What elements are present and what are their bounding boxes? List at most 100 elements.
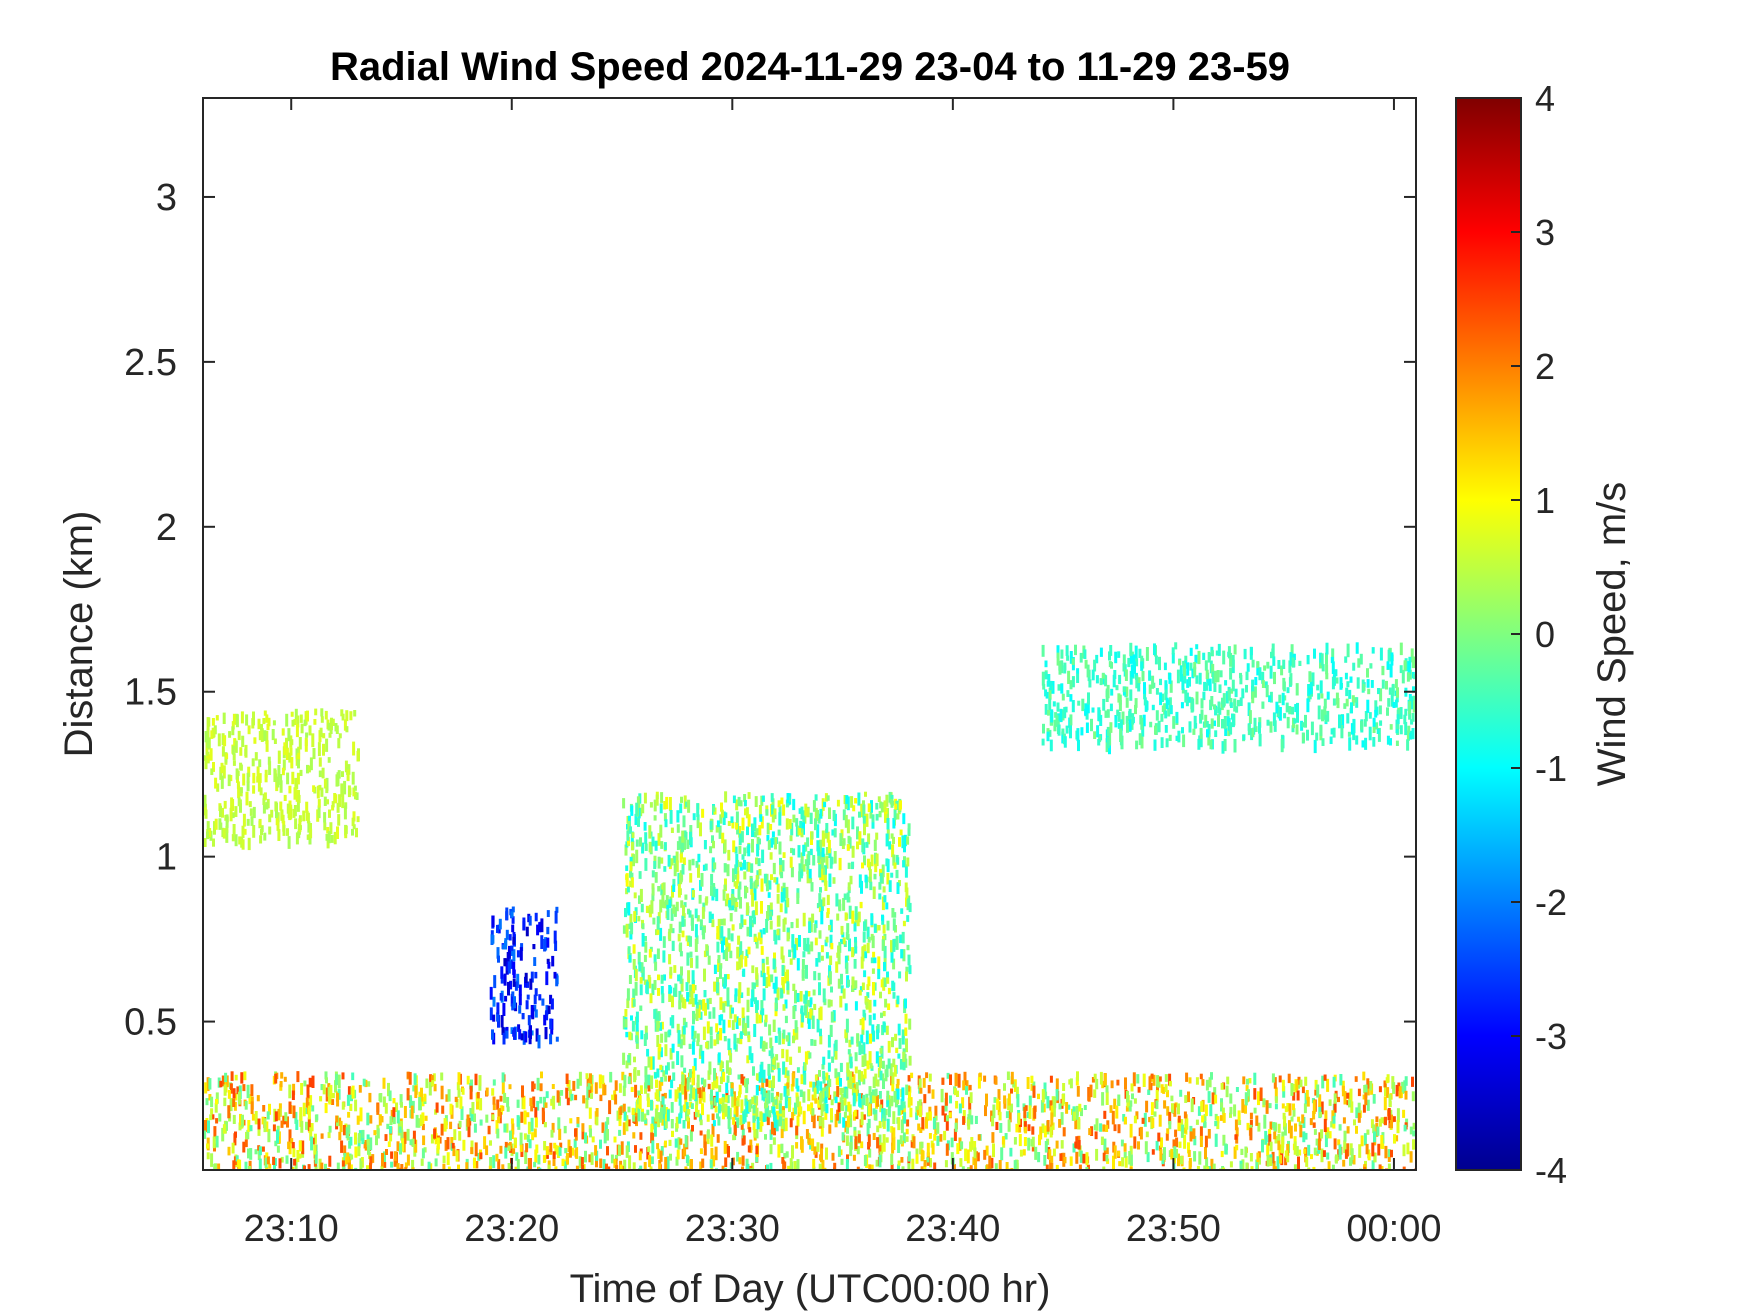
heatmap-cell: [812, 855, 816, 866]
heatmap-cell: [234, 740, 238, 753]
heatmap-cell: [206, 1152, 210, 1160]
heatmap-cell: [732, 840, 736, 853]
heatmap-cell: [1241, 1099, 1245, 1113]
heatmap-cell: [1403, 660, 1407, 671]
heatmap-cell: [1221, 719, 1224, 729]
heatmap-cell: [664, 1157, 668, 1170]
heatmap-cell: [896, 1078, 900, 1086]
heatmap-cell: [1246, 1078, 1249, 1085]
heatmap-cell: [761, 1078, 765, 1089]
heatmap-cell: [863, 822, 866, 836]
heatmap-cell: [686, 1116, 690, 1122]
heatmap-cell: [232, 1160, 236, 1170]
heatmap-cell: [738, 1084, 742, 1095]
heatmap-cell: [282, 824, 286, 836]
heatmap-cell: [735, 1106, 739, 1117]
heatmap-cell: [680, 875, 684, 881]
heatmap-cell: [265, 730, 269, 745]
heatmap-cell: [254, 1111, 258, 1125]
heatmap-cell: [1057, 713, 1061, 721]
heatmap-cell: [705, 1042, 709, 1049]
heatmap-cell: [637, 807, 641, 819]
heatmap-cell: [643, 792, 647, 804]
heatmap-cell: [865, 1001, 869, 1009]
heatmap-cell: [403, 1106, 407, 1118]
heatmap-cell: [516, 950, 520, 958]
heatmap-cell: [500, 966, 504, 979]
heatmap-cell: [668, 797, 672, 811]
heatmap-cell: [589, 1128, 592, 1138]
heatmap-cell: [292, 1105, 296, 1119]
heatmap-cell: [1183, 1135, 1187, 1149]
heatmap-cell: [1137, 1086, 1141, 1093]
heatmap-cell: [1177, 730, 1181, 743]
heatmap-cell: [553, 930, 557, 944]
heatmap-cell: [1241, 1159, 1245, 1170]
heatmap-cell: [925, 1116, 928, 1129]
heatmap-cell: [555, 906, 559, 913]
heatmap-cell: [1295, 1146, 1299, 1156]
heatmap-cell: [905, 887, 909, 899]
heatmap-cell: [917, 1123, 921, 1131]
heatmap-cell: [328, 1095, 331, 1103]
heatmap-cell: [203, 838, 207, 847]
heatmap-cell: [1269, 691, 1273, 703]
heatmap-cell: [864, 791, 867, 797]
heatmap-cell: [1327, 1161, 1331, 1170]
heatmap-cell: [764, 1134, 767, 1140]
heatmap-cell: [886, 818, 890, 830]
heatmap-cell: [595, 1108, 599, 1117]
heatmap-cell: [734, 988, 738, 997]
heatmap-cell: [1196, 1165, 1200, 1170]
heatmap-cell: [214, 1102, 218, 1113]
heatmap-cell: [329, 822, 333, 835]
heatmap-cell: [688, 998, 692, 1005]
heatmap-cell: [634, 1084, 638, 1098]
heatmap-cell: [657, 1148, 661, 1159]
heatmap-cell: [239, 1113, 242, 1126]
heatmap-cell: [1069, 651, 1073, 664]
heatmap-cell: [1366, 1129, 1370, 1135]
heatmap-cell: [1366, 668, 1369, 678]
heatmap-cell: [844, 803, 848, 810]
heatmap-cell: [1223, 716, 1227, 730]
heatmap-cell: [738, 956, 742, 970]
heatmap-cell: [254, 1149, 258, 1155]
heatmap-cell: [962, 1116, 966, 1125]
heatmap-cell: [755, 1129, 759, 1139]
heatmap-cell: [252, 772, 256, 784]
heatmap-cell: [944, 1092, 948, 1106]
heatmap-cell: [1122, 1114, 1126, 1122]
heatmap-cell: [1043, 1125, 1047, 1138]
heatmap-cell: [890, 798, 894, 808]
heatmap-cell: [673, 863, 677, 877]
heatmap-cell: [842, 898, 846, 911]
heatmap-cell: [759, 929, 763, 944]
heatmap-cell: [1265, 684, 1269, 698]
heatmap-cell: [565, 1087, 569, 1099]
heatmap-cell: [1265, 1100, 1269, 1114]
heatmap-cell: [1199, 1073, 1203, 1080]
heatmap-cell: [465, 1162, 469, 1170]
heatmap-cell: [1189, 647, 1193, 656]
heatmap-cell: [861, 1055, 865, 1067]
heatmap-cell: [870, 957, 874, 964]
heatmap-cell: [1330, 656, 1334, 664]
heatmap-cell: [389, 1125, 392, 1134]
heatmap-cell: [834, 1047, 838, 1060]
heatmap-cell: [669, 966, 673, 976]
heatmap-cell: [722, 889, 726, 901]
heatmap-cell: [1162, 1086, 1166, 1094]
heatmap-cell: [327, 831, 331, 844]
heatmap-cell: [443, 1118, 447, 1132]
heatmap-cell: [605, 1163, 608, 1170]
heatmap-cell: [800, 1074, 804, 1085]
heatmap-cell: [816, 1080, 820, 1086]
heatmap-cell: [625, 888, 629, 895]
heatmap-cell: [387, 1141, 391, 1147]
heatmap-cell: [406, 1154, 410, 1166]
heatmap-cell: [674, 1089, 678, 1102]
heatmap-cell: [1159, 1149, 1163, 1161]
heatmap-cell: [533, 1161, 537, 1168]
heatmap-cell: [726, 893, 730, 904]
